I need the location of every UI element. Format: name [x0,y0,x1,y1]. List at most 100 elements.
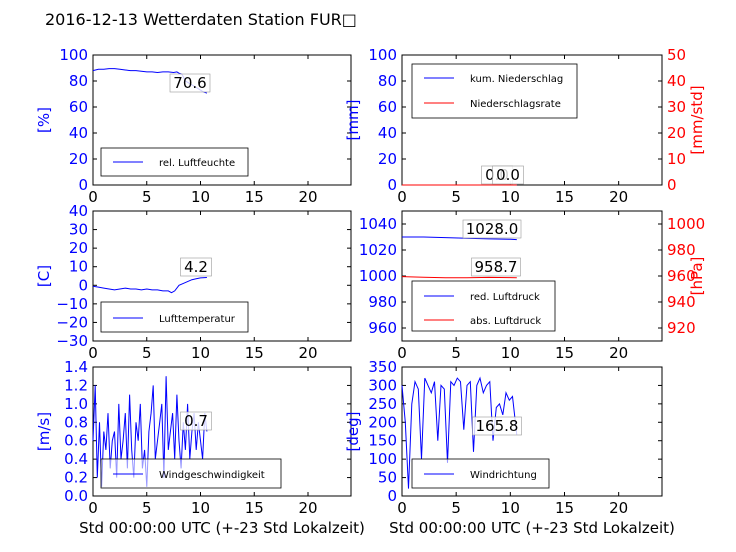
x-tick-label: 0 [397,344,407,362]
x-tick-label: 5 [142,344,152,362]
x-tick-label: 5 [451,499,461,517]
legend-label: Windrichtung [470,470,537,481]
x-tick-label: 10 [501,188,520,206]
x-tick-label: 10 [191,344,210,362]
axes-frame [92,54,352,186]
axes-frame [401,54,663,186]
y-tick-label: 1040 [359,215,397,233]
legend-box [411,280,556,332]
y2-tick-label: 20 [667,124,686,142]
y-tick-label: 40 [69,124,88,142]
legend-label: red. Luftdruck [470,292,540,303]
y-tick-label: 200 [368,413,397,431]
x-tick-label: 5 [451,344,461,362]
y-tick-label: 20 [378,150,397,168]
y2-tick-label: 50 [667,46,686,64]
annotation-box [169,73,211,93]
y-tick-label: 80 [69,72,88,90]
y-tick-label: 300 [368,376,397,394]
panel-pressure: 0 5 10 15 20 960 980 1000 1020 1040 920 940 960 980 10… [359,210,706,362]
x-tick-label: 10 [191,499,210,517]
legend-label: Niederschlagsrate [470,99,561,110]
annotation-box [180,257,212,277]
y-tick-label: 100 [368,46,397,64]
y2-tick-label: 10 [667,150,686,168]
y-tick-label: 1.2 [64,376,88,394]
y-tick-label: −30 [56,332,88,350]
x-tick-label: 15 [555,344,574,362]
x-tick-label: 0 [88,188,98,206]
y2-tick-label: 920 [667,319,696,337]
figure-title: 2016-12-13 Wetterdaten Station FUR□ [45,10,357,29]
series-line-windrichtung [401,376,518,489]
y-tick-label: 960 [368,319,397,337]
x-tick-label: 10 [191,188,210,206]
y-tick-label: 1020 [359,241,397,259]
x-tick-label: 15 [555,188,574,206]
x-tick-label: 20 [298,188,317,206]
panel-wind_speed: 0 5 10 15 20 0.00.20.40.60.81.01.21.4 [m/s] 0.7… [35,358,365,537]
y-tick-label: 0 [78,176,88,194]
x-tick-label: 5 [451,188,461,206]
axes-frame [401,366,663,497]
annotation-label: 4.2 [184,258,208,276]
annotation-label: 0.0 [496,166,520,184]
legend-label: rel. Luftfeuchte [159,158,235,169]
y-axis-label: [mm] [344,100,362,141]
y2-tick-label: 1000 [667,215,705,233]
annotation-label: 70.6 [173,74,206,92]
annotation-label: 165.8 [476,417,519,435]
y-tick-label: 0 [78,276,88,294]
y-tick-label: 250 [368,395,397,413]
y2-tick-label: 960 [667,267,696,285]
annotation-label: 958.7 [475,258,518,276]
y-tick-label: 0.2 [64,469,88,487]
y2-axis-label: [hPa] [688,257,706,296]
legend-box [411,63,578,119]
y-axis-label: [m/s] [35,412,53,451]
y-tick-label: 1000 [359,267,397,285]
y-axis-label: [C] [35,265,53,287]
y2-tick-label: 0 [667,176,677,194]
x-tick-label: 15 [245,499,264,517]
y-tick-label: 350 [368,358,397,376]
annotation-box [492,165,524,185]
x-tick-label: 0 [397,188,407,206]
x-tick-label: 5 [142,499,152,517]
legend-box [100,301,249,333]
x-tick-label: 5 [142,188,152,206]
y2-axis-label: [mm/std] [688,85,706,154]
y-tick-label: 150 [368,432,397,450]
y-axis-label: [deg] [344,412,362,452]
x-tick-label: 20 [609,344,628,362]
annotation-box [471,257,521,277]
y-tick-label: −20 [56,313,88,331]
y2-tick-label: 940 [667,293,696,311]
y-tick-label: 0 [387,487,397,505]
y-tick-label: 20 [69,150,88,168]
panel-humidity: 0 5 10 15 20 0 20 40 60 80 100 [%] 70.6 rel. Luftfeuc… [35,46,352,206]
y-tick-label: 100 [59,46,88,64]
x-tick-label: 20 [298,344,317,362]
series-line-lufttemperatur [92,277,207,294]
y-tick-label: 0.0 [64,487,88,505]
x-tick-label: 0 [88,499,98,517]
series-line-abs-luftdruck [401,276,517,279]
y-tick-label: 10 [69,258,88,276]
y-tick-label: 1.4 [64,358,88,376]
annotation-box [180,411,212,431]
y2-tick-label: 30 [667,98,686,116]
axes-frame [92,210,352,342]
y-tick-label: 0 [387,176,397,194]
y-tick-label: 60 [69,98,88,116]
panel-precipitation: 0 5 10 15 20 0 20 40 60 80 100 0 10 20 30 40 50 [mm/std] [… [344,46,706,206]
x-tick-label: 10 [501,499,520,517]
legend-label: Lufttemperatur [159,314,236,325]
annotation-label: 0.7 [184,412,208,430]
x-tick-label: 0 [397,499,407,517]
x-tick-label: 0 [88,344,98,362]
y2-tick-label: 980 [667,241,696,259]
y-tick-label: 40 [378,124,397,142]
